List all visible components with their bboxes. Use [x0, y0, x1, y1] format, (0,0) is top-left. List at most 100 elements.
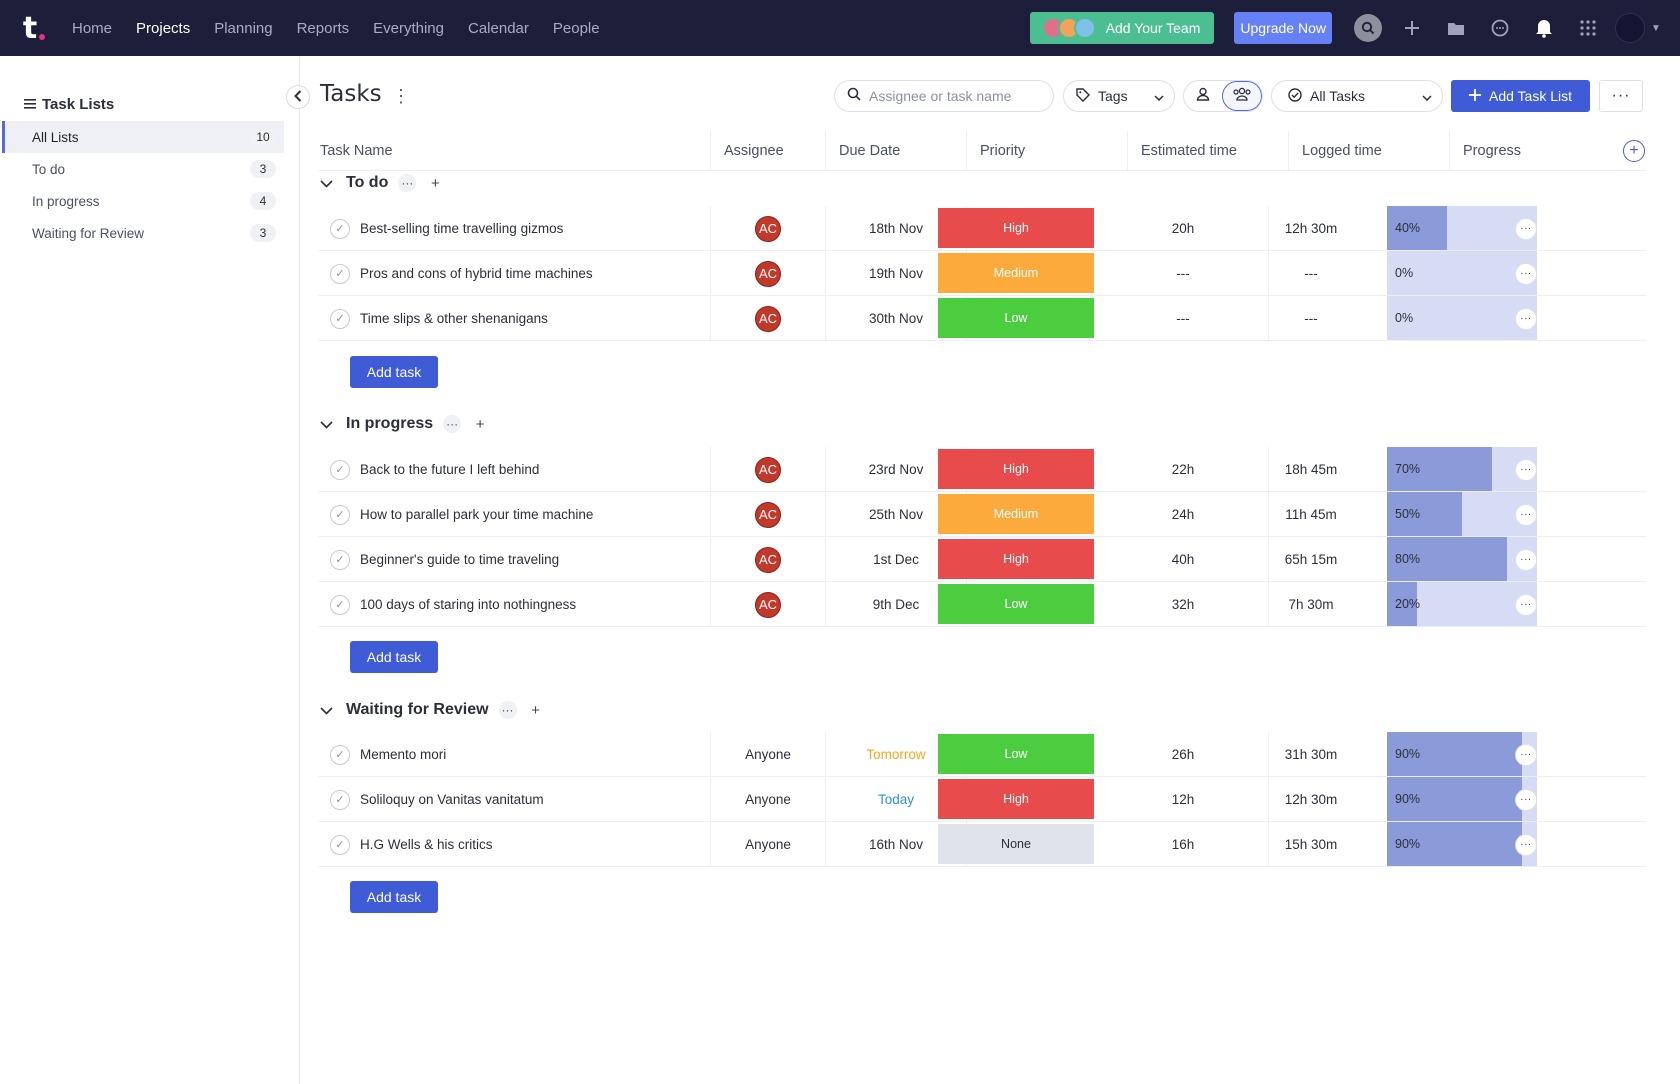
column-task-name[interactable]: Task Name: [318, 131, 711, 171]
row-more-button[interactable]: ···: [1515, 217, 1537, 240]
column-due-date[interactable]: Due Date: [826, 131, 967, 171]
row-more-button[interactable]: ···: [1515, 743, 1537, 766]
logged-time-cell[interactable]: ---: [1236, 296, 1386, 341]
task-name[interactable]: Time slips & other shenanigans: [360, 311, 548, 326]
complete-check-icon[interactable]: ✓: [330, 549, 350, 570]
nav-home[interactable]: Home: [72, 19, 113, 37]
row-more-button[interactable]: ···: [1515, 833, 1537, 856]
task-name[interactable]: Best-selling time travelling gizmos: [360, 221, 564, 236]
estimated-time-cell[interactable]: ---: [1098, 251, 1269, 296]
global-search-button[interactable]: [1346, 0, 1390, 56]
assignee-text[interactable]: Anyone: [745, 747, 791, 762]
logged-time-cell[interactable]: 15h 30m: [1236, 822, 1386, 867]
estimated-time-cell[interactable]: ---: [1098, 296, 1269, 341]
group-add-button[interactable]: +: [430, 174, 440, 192]
add-task-button[interactable]: Add task: [350, 881, 438, 913]
chevron-down-icon[interactable]: [320, 702, 336, 718]
estimated-time-cell[interactable]: 24h: [1098, 492, 1269, 537]
sidebar-item-all-lists[interactable]: All Lists 10: [2, 121, 284, 153]
complete-check-icon[interactable]: ✓: [330, 834, 350, 855]
estimated-time-cell[interactable]: 12h: [1098, 777, 1269, 822]
avatar[interactable]: AC: [755, 546, 781, 573]
priority-badge[interactable]: Medium: [938, 494, 1094, 534]
progress-bar[interactable]: 70%: [1387, 447, 1537, 491]
priority-badge[interactable]: High: [938, 539, 1094, 579]
group-add-button[interactable]: +: [531, 701, 540, 719]
single-user-view-button[interactable]: [1184, 81, 1222, 111]
column-estimated-time[interactable]: Estimated time: [1128, 131, 1289, 171]
sidebar-item-to-do[interactable]: To do 3: [2, 153, 284, 185]
progress-bar[interactable]: 0%: [1387, 251, 1537, 295]
progress-bar[interactable]: 90%: [1387, 732, 1537, 776]
team-view-button[interactable]: [1222, 81, 1262, 111]
progress-bar[interactable]: 90%: [1387, 822, 1537, 866]
priority-badge[interactable]: Low: [938, 298, 1094, 338]
collapse-sidebar-button[interactable]: [286, 85, 310, 109]
chevron-down-icon[interactable]: [320, 416, 336, 432]
avatar[interactable]: AC: [755, 305, 781, 332]
complete-check-icon[interactable]: ✓: [330, 218, 350, 239]
priority-badge[interactable]: High: [938, 779, 1094, 819]
app-logo[interactable]: t: [0, 0, 60, 56]
column-progress[interactable]: Progress: [1450, 131, 1590, 171]
row-more-button[interactable]: ···: [1515, 503, 1537, 526]
sidebar-item-waiting-for-review[interactable]: Waiting for Review 3: [2, 217, 284, 249]
progress-bar[interactable]: 20%: [1387, 582, 1537, 626]
nav-calendar[interactable]: Calendar: [468, 19, 529, 37]
kebab-menu-icon[interactable]: ⋮: [392, 86, 410, 106]
logged-time-cell[interactable]: 12h 30m: [1236, 777, 1386, 822]
nav-reports[interactable]: Reports: [296, 19, 350, 37]
row-more-button[interactable]: ···: [1515, 262, 1537, 285]
complete-check-icon[interactable]: ✓: [330, 504, 350, 525]
complete-check-icon[interactable]: ✓: [330, 459, 350, 480]
task-name[interactable]: Soliloquy on Vanitas vanitatum: [360, 792, 544, 807]
complete-check-icon[interactable]: ✓: [330, 594, 350, 615]
table-row[interactable]: ✓ Memento mori Anyone Tomorrow Low 26h 31h 30m…: [318, 732, 1646, 777]
column-assignee[interactable]: Assignee: [711, 131, 826, 171]
complete-check-icon[interactable]: ✓: [330, 789, 350, 810]
table-row[interactable]: ✓ Back to the future I left behind AC 23rd …: [318, 447, 1646, 492]
add-icon[interactable]: [1390, 0, 1434, 56]
column-logged-time[interactable]: Logged time: [1289, 131, 1450, 171]
table-row[interactable]: ✓ H.G Wells & his critics Anyone 16th Nov No…: [318, 822, 1646, 867]
task-name[interactable]: 100 days of staring into nothingness: [360, 597, 577, 612]
more-options-button[interactable]: ···: [1599, 80, 1643, 112]
priority-badge[interactable]: Low: [938, 584, 1094, 624]
avatar[interactable]: AC: [755, 591, 781, 618]
apps-grid-icon[interactable]: [1566, 0, 1610, 56]
avatar[interactable]: AC: [755, 501, 781, 528]
table-row[interactable]: ✓ Soliloquy on Vanitas vanitatum Anyone Tod…: [318, 777, 1646, 822]
user-menu[interactable]: ▼: [1610, 0, 1666, 56]
priority-badge[interactable]: Low: [938, 734, 1094, 774]
table-row[interactable]: ✓ Time slips & other shenanigans AC 30th No…: [318, 296, 1646, 341]
complete-check-icon[interactable]: ✓: [330, 263, 350, 284]
estimated-time-cell[interactable]: 26h: [1098, 732, 1269, 777]
nav-planning[interactable]: Planning: [214, 19, 273, 37]
progress-bar[interactable]: 50%: [1387, 492, 1537, 536]
estimated-time-cell[interactable]: 40h: [1098, 537, 1269, 582]
logged-time-cell[interactable]: 11h 45m: [1236, 492, 1386, 537]
chevron-down-icon[interactable]: [320, 175, 336, 191]
task-name[interactable]: Beginner's guide to time traveling: [360, 552, 560, 567]
nav-everything[interactable]: Everything: [373, 19, 444, 37]
search-input[interactable]: [869, 88, 1049, 104]
add-your-team-button[interactable]: Add Your Team: [1029, 12, 1215, 44]
task-name[interactable]: Back to the future I left behind: [360, 462, 540, 477]
group-more-button[interactable]: ···: [443, 415, 462, 433]
task-name[interactable]: Pros and cons of hybrid time machines: [360, 266, 593, 281]
tags-dropdown[interactable]: Tags: [1063, 80, 1175, 112]
nav-projects[interactable]: Projects: [136, 19, 191, 37]
avatar[interactable]: AC: [755, 215, 781, 242]
estimated-time-cell[interactable]: 20h: [1098, 206, 1269, 251]
avatar[interactable]: AC: [755, 260, 781, 287]
priority-badge[interactable]: Medium: [938, 253, 1094, 293]
table-row[interactable]: ✓ Pros and cons of hybrid time machines AC…: [318, 251, 1646, 296]
task-name[interactable]: H.G Wells & his critics: [360, 837, 493, 852]
sidebar-item-in-progress[interactable]: In progress 4: [2, 185, 284, 217]
priority-badge[interactable]: None: [938, 824, 1094, 864]
logged-time-cell[interactable]: 31h 30m: [1236, 732, 1386, 777]
add-task-button[interactable]: Add task: [350, 641, 438, 673]
complete-check-icon[interactable]: ✓: [330, 308, 350, 329]
avatar[interactable]: AC: [755, 456, 781, 483]
priority-badge[interactable]: High: [938, 449, 1094, 489]
